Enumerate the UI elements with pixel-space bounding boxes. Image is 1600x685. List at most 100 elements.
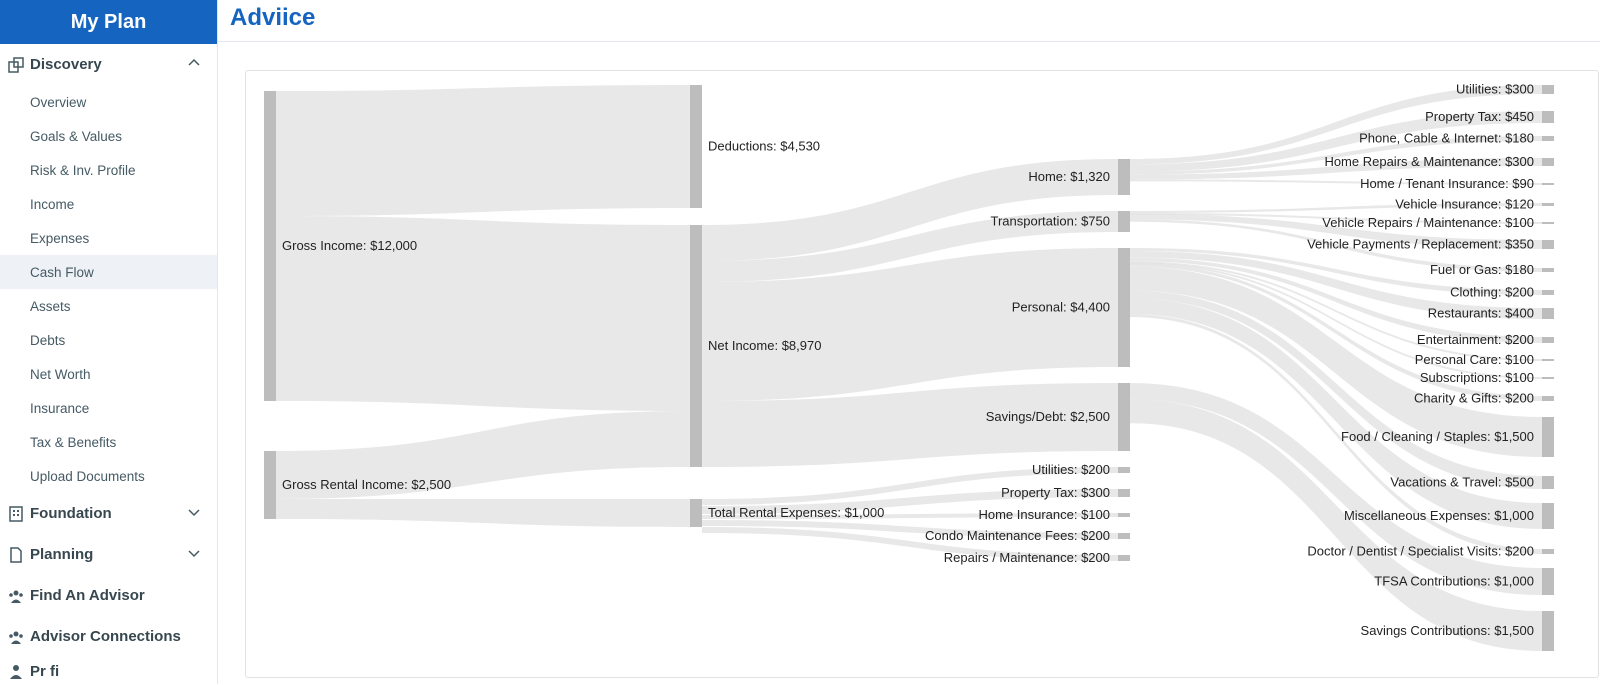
sankey-link	[702, 159, 1118, 261]
sankey-link	[702, 489, 1118, 514]
sidebar-item-overview[interactable]: Overview	[30, 94, 87, 110]
sankey-link	[1130, 179, 1542, 185]
sankey-link	[1130, 399, 1542, 651]
sankey-node[interactable]	[1542, 359, 1554, 361]
chevron-down-icon[interactable]	[187, 505, 201, 519]
sankey-link	[1130, 219, 1542, 272]
sankey-node-label: Gross Income: $12,000	[282, 238, 417, 253]
sankey-node-label: Vehicle Insurance: $120	[1395, 197, 1534, 212]
sankey-link	[1130, 290, 1542, 489]
sidebar-item-expenses[interactable]: Expenses	[30, 230, 90, 246]
sankey-node[interactable]	[690, 499, 702, 527]
sankey-node[interactable]	[1542, 549, 1554, 554]
sankey-node[interactable]	[1542, 136, 1554, 141]
nav-profile-label: Pr fi	[30, 662, 60, 680]
sankey-node[interactable]	[1118, 467, 1130, 473]
sankey-node[interactable]	[1118, 513, 1130, 517]
sidebar-item-net-worth[interactable]: Net Worth	[30, 366, 91, 382]
sidebar-item-cash-flow[interactable]: Cash Flow	[0, 255, 217, 289]
sankey-node[interactable]	[690, 225, 702, 467]
sankey-node[interactable]	[1118, 248, 1130, 367]
person-icon	[8, 663, 24, 679]
sankey-node[interactable]	[1542, 158, 1554, 166]
sidebar-item-insurance[interactable]: Insurance	[30, 400, 90, 416]
sankey-node-label: Personal: $4,400	[1012, 300, 1110, 315]
sankey-node[interactable]	[264, 91, 276, 401]
sankey-node[interactable]	[1542, 240, 1554, 249]
sankey-link	[702, 248, 1118, 401]
sankey-node[interactable]	[1542, 476, 1554, 489]
sankey-node[interactable]	[1542, 268, 1554, 272]
discovery-icon	[8, 56, 24, 73]
chevron-down-icon[interactable]	[187, 546, 201, 560]
sankey-node-label: Restaurants: $400	[1428, 306, 1534, 321]
sankey-node[interactable]	[1542, 611, 1554, 651]
sankey-link	[1130, 266, 1542, 457]
sankey-link	[276, 85, 690, 216]
sankey-node[interactable]	[690, 85, 702, 208]
sankey-link	[1130, 85, 1542, 165]
sankey-node[interactable]	[1542, 417, 1554, 457]
sankey-link	[1130, 111, 1542, 172]
sankey-node-label: Home / Tenant Insurance: $90	[1360, 176, 1534, 191]
sankey-link	[702, 520, 1118, 539]
nav-foundation[interactable]: Foundation	[0, 493, 217, 534]
sankey-node[interactable]	[1542, 111, 1554, 123]
sankey-link	[1130, 262, 1542, 379]
sankey-node[interactable]	[1542, 568, 1554, 595]
sankey-node[interactable]	[1542, 308, 1554, 319]
sankey-node[interactable]	[1542, 203, 1554, 206]
sankey-link	[276, 216, 690, 411]
sidebar-item-income[interactable]: Income	[30, 196, 75, 212]
sankey-node-label: Home Insurance: $100	[978, 507, 1110, 522]
sankey-node[interactable]	[1542, 222, 1554, 224]
sankey-node[interactable]	[1118, 159, 1130, 195]
sankey-node[interactable]	[1542, 396, 1554, 401]
sankey-node[interactable]	[1118, 383, 1130, 451]
sankey-node-label: Utilities: $300	[1456, 82, 1534, 97]
building-icon	[8, 505, 24, 522]
sankey-node[interactable]	[1542, 503, 1554, 529]
nav-planning-label: Planning	[30, 546, 94, 563]
document-icon	[8, 546, 24, 563]
nav-planning[interactable]: Planning	[0, 534, 217, 575]
sankey-link	[1130, 136, 1542, 175]
sankey-node[interactable]	[1542, 183, 1554, 185]
sidebar-item-upload-documents[interactable]: Upload Documents	[30, 468, 145, 484]
sankey-link	[1130, 261, 1542, 361]
nav-profile-partial[interactable]: Pr fi	[0, 657, 217, 685]
sidebar-item-assets[interactable]: Assets	[30, 298, 71, 314]
sankey-node[interactable]	[1118, 555, 1130, 561]
nav-discovery[interactable]: Discovery	[0, 44, 217, 85]
nav-advisor-connections[interactable]: Advisor Connections	[0, 616, 217, 657]
sankey-link	[1130, 263, 1542, 401]
sankey-node-label: Home Repairs & Maintenance: $300	[1324, 154, 1534, 169]
sankey-node-label: TFSA Contributions: $1,000	[1374, 574, 1534, 589]
nav-find-advisor[interactable]: Find An Advisor	[0, 575, 217, 616]
sankey-link	[1130, 314, 1542, 554]
sankey-node[interactable]	[1118, 489, 1130, 497]
sankey-node[interactable]	[1542, 337, 1554, 343]
sankey-node-label: Transportation: $750	[991, 214, 1110, 229]
sankey-link	[1130, 214, 1542, 249]
sankey-node-label: Utilities: $200	[1032, 462, 1110, 477]
sankey-link	[276, 411, 690, 499]
sidebar-item-tax-benefits[interactable]: Tax & Benefits	[30, 434, 117, 450]
sidebar-item-risk-inv-profile[interactable]: Risk & Inv. Profile	[30, 162, 136, 178]
sankey-node-label: Personal Care: $100	[1415, 352, 1534, 367]
sidebar-item-goals-values[interactable]: Goals & Values	[30, 128, 123, 144]
sankey-link	[702, 467, 1118, 505]
sankey-node[interactable]	[1542, 377, 1554, 379]
sankey-node[interactable]	[1542, 290, 1554, 295]
sankey-node[interactable]	[1118, 211, 1130, 232]
sankey-node-label: Property Tax: $300	[1001, 485, 1110, 500]
sankey-node[interactable]	[1542, 85, 1554, 94]
sankey-node[interactable]	[264, 451, 276, 519]
sankey-node[interactable]	[1118, 533, 1130, 539]
sankey-link	[1130, 251, 1542, 319]
sankey-node-label: Fuel or Gas: $180	[1430, 262, 1534, 277]
sidebar-item-debts[interactable]: Debts	[30, 332, 66, 348]
chevron-up-icon[interactable]	[187, 56, 201, 70]
brand-title[interactable]: My Plan	[0, 0, 217, 44]
sankey-link	[702, 383, 1118, 467]
